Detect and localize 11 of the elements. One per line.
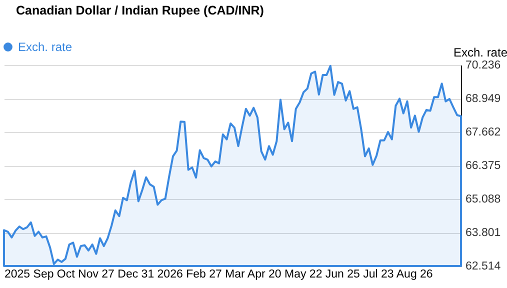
legend-label: Exch. rate [18, 40, 72, 54]
x-axis-title: 2025 Sep Oct Nov 27 Dec 31 2026 Feb 27 Mar Apr 20 May 22 Jun 25 Jul 23 Aug 26 [4, 268, 433, 280]
y-tick-label: 65.088 [466, 194, 501, 206]
y-tick-label: 66.375 [466, 160, 501, 172]
y-tick-label: 67.662 [466, 126, 501, 138]
y-tick-label: 70.236 [466, 60, 501, 72]
y-tick-label: 62.514 [466, 260, 502, 272]
chart-title: Canadian Dollar / Indian Rupee (CAD/INR) [16, 4, 264, 18]
y-axis-title: Exch. rate [453, 46, 507, 60]
y-tick-label: 68.949 [466, 93, 501, 105]
y-tick-label: 63.801 [466, 227, 501, 239]
